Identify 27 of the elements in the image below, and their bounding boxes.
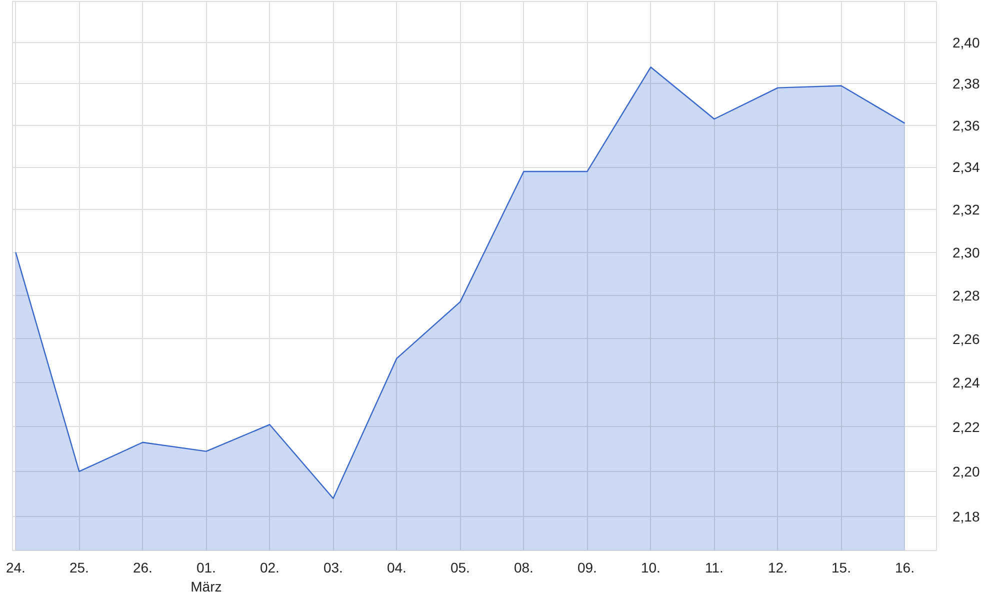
y-tick-label: 2,20 (952, 463, 980, 480)
y-tick-label: 2,22 (952, 418, 980, 435)
x-tick-label: 05. (450, 560, 470, 576)
x-tick-label: 16. (895, 560, 914, 576)
x-tick-label: 26. (132, 560, 152, 576)
x-tick-label: 25. (69, 560, 89, 576)
y-tick-label: 2,24 (952, 374, 980, 391)
x-tick-label: 09. (577, 560, 597, 576)
y-tick-label: 2,40 (952, 34, 980, 50)
x-tick-label: 24. (6, 560, 26, 576)
x-tick-label: 02. (260, 560, 280, 576)
y-tick-label: 2,34 (952, 159, 980, 176)
y-tick-label: 2,28 (952, 287, 980, 304)
x-tick-label: 15. (832, 560, 851, 576)
x-tick-label: 10. (640, 560, 660, 576)
x-tick-label: 01. März (190, 560, 222, 595)
x-tick-label: 03. (323, 560, 343, 576)
y-tick-label: 2,38 (952, 76, 980, 92)
y-tick-label: 2,32 (952, 202, 980, 218)
x-tick-label: 12. (768, 560, 788, 576)
x-tick-label: 04. (386, 560, 406, 576)
x-tick-label: 08. (514, 560, 534, 576)
y-tick-label: 2,26 (952, 330, 980, 347)
y-tick-label: 2,18 (952, 508, 980, 524)
y-tick-label: 2,36 (952, 117, 980, 134)
y-tick-label: 2,30 (952, 244, 980, 260)
x-tick-label: 11. (705, 560, 724, 576)
